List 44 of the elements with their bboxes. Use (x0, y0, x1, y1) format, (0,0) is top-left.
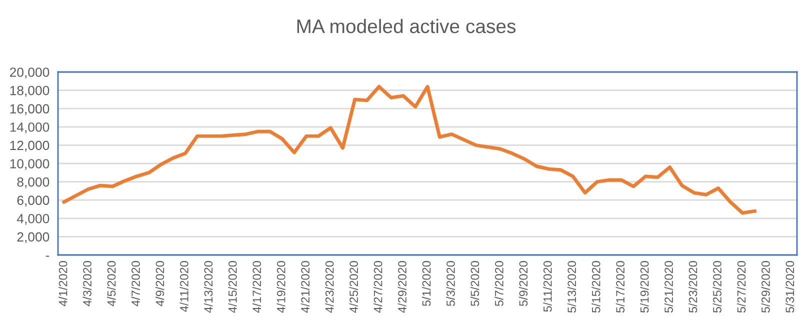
x-tick-label: 4/1/2020 (58, 261, 68, 306)
x-tick-label: 5/3/2020 (446, 261, 455, 306)
y-tick-label: 16,000 (10, 104, 50, 116)
y-tick-label: 12,000 (10, 140, 50, 152)
x-tick-label: 5/9/2020 (518, 261, 528, 306)
y-tick-label: 18,000 (10, 86, 50, 97)
x-tick-label: 5/17/2020 (616, 261, 625, 313)
x-tick-label: 4/3/2020 (82, 261, 92, 306)
y-tick-label: - (46, 256, 50, 257)
chart-title: MA modeled active cases (297, 18, 516, 34)
x-tick-label: 4/9/2020 (155, 261, 164, 306)
x-tick-label: 5/31/2020 (785, 261, 794, 313)
x-tick-label: 5/5/2020 (470, 261, 480, 306)
x-tick-label: 5/29/2020 (761, 261, 770, 313)
x-tick-label: 4/25/2020 (349, 261, 358, 313)
y-tick-label: 20,000 (10, 68, 50, 78)
x-tick-label: 5/13/2020 (567, 261, 576, 313)
x-tick-label: 5/7/2020 (494, 261, 504, 306)
x-tick-label: 5/27/2020 (736, 261, 746, 313)
y-tick-label: 8,000 (17, 177, 50, 188)
y-tick-label: 4,000 (16, 214, 50, 225)
x-tick-label: 4/15/2020 (228, 261, 237, 313)
x-tick-label: 4/5/2020 (107, 261, 116, 306)
x-tick-label: 4/29/2020 (398, 261, 406, 313)
x-tick-label: 4/13/2020 (204, 261, 213, 313)
x-tick-label: 5/19/2020 (640, 261, 649, 313)
x-tick-label: 5/23/2020 (688, 261, 698, 313)
x-tick-label: 4/27/2020 (374, 261, 382, 313)
x-tick-label: 5/1/2020 (422, 261, 431, 306)
x-tick-label: 5/25/2020 (712, 261, 722, 313)
x-tick-label: 5/15/2020 (592, 261, 600, 313)
x-tick-label: 4/17/2020 (252, 261, 262, 313)
y-tick-label: 10,000 (10, 159, 50, 170)
line-series (62, 84, 756, 215)
x-tick-label: 5/11/2020 (543, 261, 552, 312)
x-tick-label: 4/21/2020 (300, 261, 310, 313)
x-tick-label: 5/21/2020 (664, 261, 673, 313)
x-tick-label: 4/11/2020 (180, 261, 188, 312)
x-tick-label: 4/19/2020 (276, 261, 286, 313)
x-tick-label: 4/23/2020 (325, 261, 334, 313)
y-tick-label: 2,000 (17, 232, 50, 244)
y-tick-label: 6,000 (17, 196, 50, 207)
y-tick-label: 14,000 (10, 122, 50, 134)
x-tick-label: 4/7/2020 (131, 261, 140, 306)
